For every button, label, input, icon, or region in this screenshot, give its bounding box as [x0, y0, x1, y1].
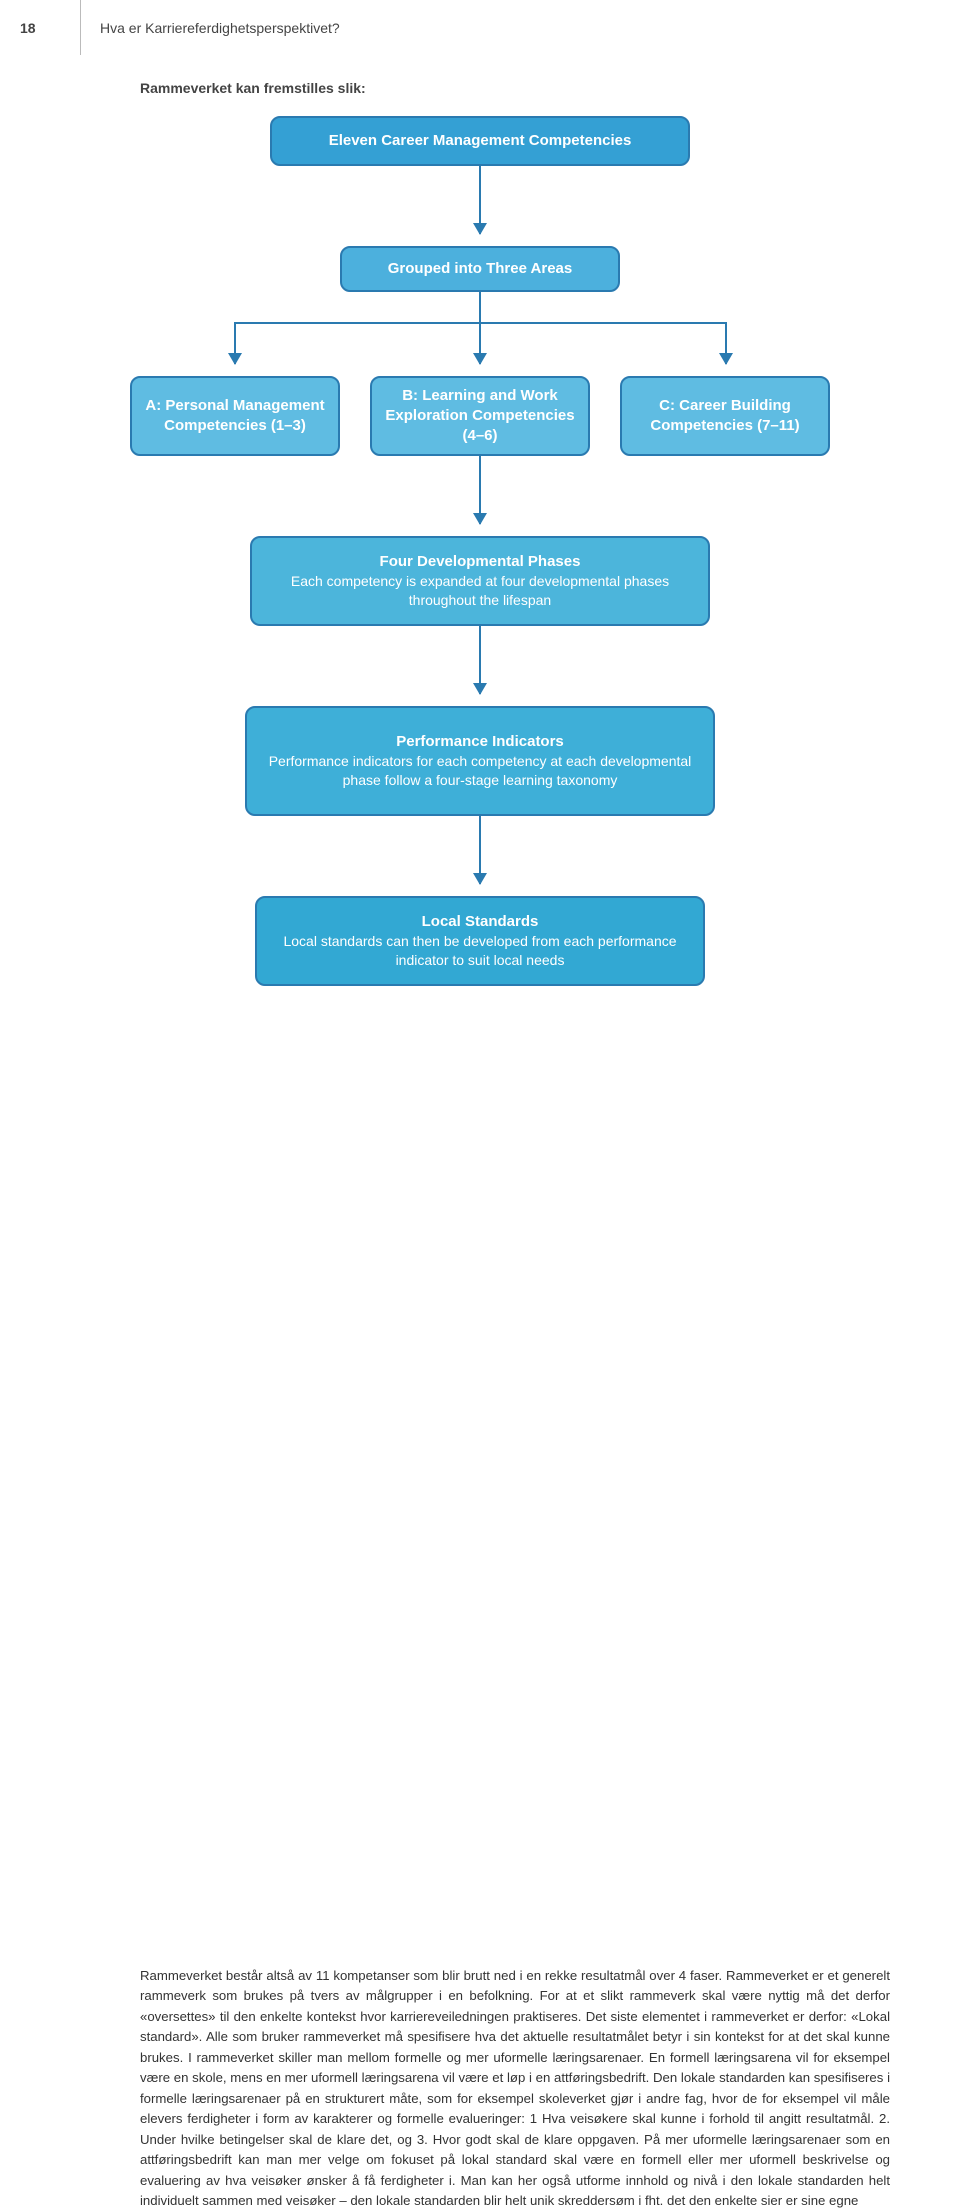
page-header: 18 Hva er Karriereferdighetsperspektivet…: [0, 0, 960, 60]
node-subtitle: Local standards can then be developed fr…: [269, 932, 691, 970]
flow-node-n2: Grouped into Three Areas: [340, 246, 620, 292]
flow-node-n1: Eleven Career Management Competencies: [270, 116, 690, 166]
header-title: Hva er Karriereferdighetsperspektivet?: [100, 20, 340, 36]
flow-node-n4: Four Developmental PhasesEach competency…: [250, 536, 710, 626]
node-subtitle: Performance indicators for each competen…: [259, 752, 701, 790]
flow-node-n5: Performance IndicatorsPerformance indica…: [245, 706, 715, 816]
node-title: C: Career Building Competencies (7–11): [634, 396, 816, 437]
body-paragraph: Rammeverket består altså av 11 kompetans…: [140, 1966, 890, 2211]
flow-node-n6: Local StandardsLocal standards can then …: [255, 896, 705, 986]
node-title: Eleven Career Management Competencies: [329, 131, 632, 151]
flow-arrow-1: [479, 456, 481, 524]
flow-node-n3b: B: Learning and Work Exploration Compete…: [370, 376, 590, 456]
node-title: B: Learning and Work Exploration Compete…: [384, 386, 576, 447]
flow-node-n3a: A: Personal Management Competencies (1–3…: [130, 376, 340, 456]
node-title: Grouped into Three Areas: [388, 259, 572, 279]
flow-arrow-0: [479, 166, 481, 234]
split-drop-2: [725, 322, 727, 364]
flowchart-diagram: Eleven Career Management Competencies Gro…: [130, 116, 830, 1006]
split-stem: [479, 292, 481, 322]
node-title: Performance Indicators: [396, 732, 564, 752]
node-subtitle: Each competency is expanded at four deve…: [264, 572, 696, 610]
node-title: A: Personal Management Competencies (1–3…: [144, 396, 326, 437]
split-drop-1: [479, 322, 481, 364]
page-number: 18: [20, 20, 36, 36]
intro-line: Rammeverket kan fremstilles slik:: [140, 80, 960, 96]
flow-arrow-3: [479, 816, 481, 884]
flow-arrow-2: [479, 626, 481, 694]
split-drop-0: [234, 322, 236, 364]
node-title: Four Developmental Phases: [380, 552, 581, 572]
header-divider: [80, 0, 81, 55]
node-title: Local Standards: [422, 912, 539, 932]
flow-node-n3c: C: Career Building Competencies (7–11): [620, 376, 830, 456]
